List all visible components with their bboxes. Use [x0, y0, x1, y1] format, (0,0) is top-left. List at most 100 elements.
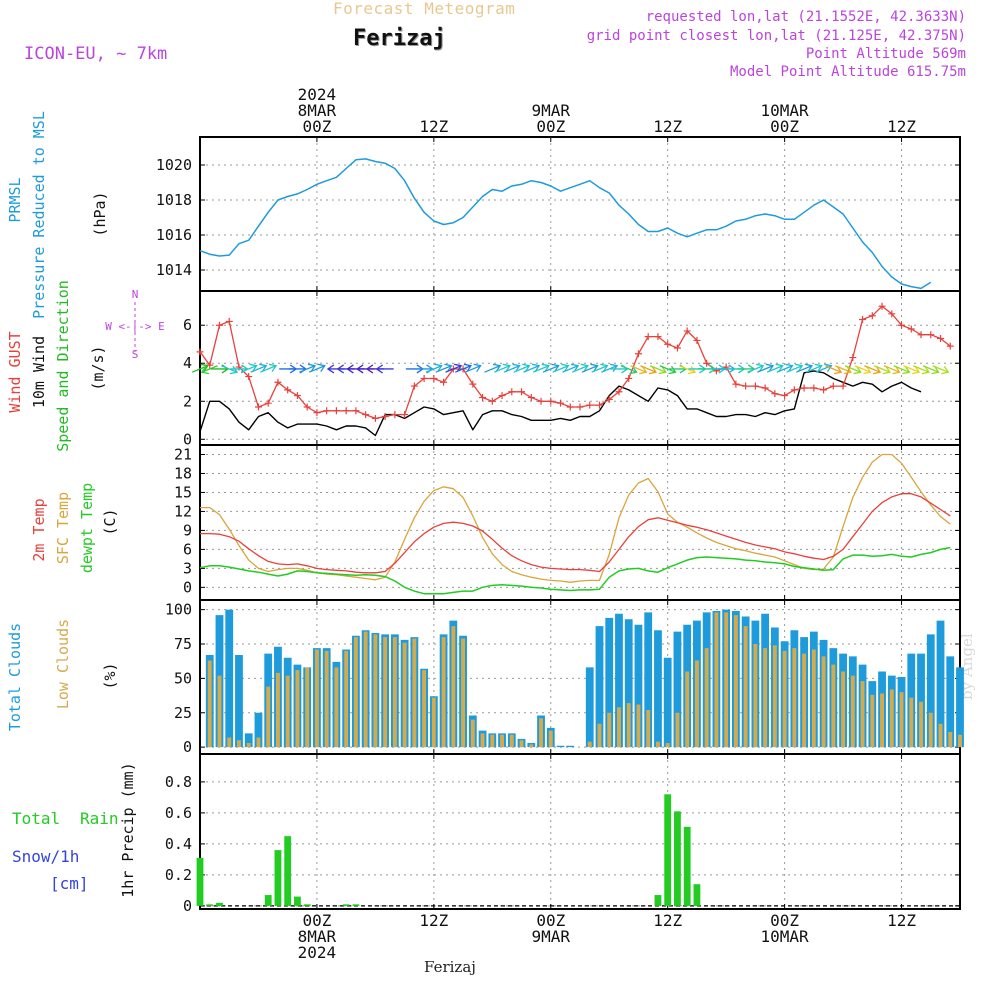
wind-gust-marker [917, 331, 925, 339]
wind-direction-arrow [922, 365, 940, 375]
low-cloud-bar [802, 653, 807, 748]
wind-direction-arrow [523, 363, 541, 373]
wind-direction-arrow [221, 365, 239, 375]
wind-direction-arrow [864, 365, 882, 375]
wind-direction-arrow [484, 363, 502, 373]
low-cloud-bar [617, 707, 621, 748]
low-cloud-bar [685, 671, 690, 748]
bottom-time-label: 12Z [887, 911, 916, 930]
panel-frame-2 [199, 444, 961, 601]
wind-gust-marker [225, 317, 233, 325]
wind-gust-marker [557, 399, 565, 407]
bottom-time-label: 9MAR [532, 927, 571, 946]
wind-gust-marker [401, 411, 409, 419]
low-cloud-bar [607, 712, 612, 748]
low-cloud-bar [334, 667, 339, 748]
low-cloud-bar [889, 689, 894, 748]
top-time-label: 00Z [536, 117, 565, 136]
low-cloud-bar [899, 692, 904, 748]
rain-bar [683, 826, 691, 906]
wind-direction-arrow [308, 363, 326, 373]
wind-gust-marker [332, 407, 340, 415]
wind-gust-marker [693, 336, 701, 344]
low-cloud-bar [441, 637, 446, 748]
y-tick-label: 75 [174, 635, 192, 653]
wind-gust-marker [469, 380, 477, 388]
wind-direction-arrow [649, 365, 667, 375]
top-time-label: 00Z [770, 117, 799, 136]
low-cloud-bar [675, 712, 680, 748]
low-cloud-bar [938, 723, 943, 748]
low-cloud-bar [909, 697, 914, 748]
low-cloud-bar [461, 638, 466, 748]
low-cloud-bar [841, 671, 846, 748]
wind-direction-arrow [299, 363, 317, 373]
y-tick-label: 12 [174, 502, 192, 520]
wind-gust-marker [790, 386, 798, 394]
low-cloud-bar [422, 670, 427, 748]
sfc-temp-label: SFC Temp [54, 492, 72, 564]
low-cloud-bar [305, 667, 310, 748]
wind-gust-marker [371, 414, 379, 422]
wind-gust-marker [703, 359, 711, 367]
y-tick-label: 0.6 [165, 804, 192, 822]
low-cloud-bar [763, 648, 768, 748]
wind-direction-arrow [844, 365, 862, 375]
y-tick-label: 50 [174, 669, 192, 687]
y-tick-label: 15 [174, 483, 192, 501]
y-tick-label: 1016 [156, 226, 192, 244]
total-cloud-bar [595, 626, 604, 748]
low-cloud-bar [539, 718, 543, 748]
precip-snow-label: Snow/1h [12, 847, 79, 866]
dewpoint-line [199, 546, 951, 595]
wind-direction-arrow [552, 363, 570, 373]
low-cloud-bar [207, 660, 212, 748]
clouds-unit-label: (%) [101, 662, 119, 689]
wind-gust-marker [761, 384, 769, 392]
rain-bar [674, 811, 681, 906]
wind-gust-marker [527, 393, 535, 401]
low-cloud-bar [948, 732, 953, 748]
wind-direction-arrow [200, 365, 218, 375]
y-tick-label: 1018 [156, 191, 192, 209]
wind-direction-arrow [562, 363, 580, 373]
temp-2m-line [200, 493, 951, 574]
wind-gust-marker [537, 397, 545, 405]
low-cloud-bar [451, 626, 456, 748]
dewpoint-label: dewpt Temp [78, 483, 96, 573]
location-title: Ferizaj [353, 26, 446, 51]
low-cloud-bar [470, 719, 475, 748]
wind-gust-marker [683, 327, 691, 335]
wind-gust-marker [820, 386, 828, 394]
wind-gust-marker [264, 399, 272, 407]
wind-direction-arrow [679, 365, 697, 375]
y-tick-label: 0.2 [165, 866, 192, 884]
wind-direction-arrow [455, 363, 472, 373]
wind-gust-marker [742, 382, 750, 390]
wind-gust-marker [849, 354, 857, 362]
total-cloud-bar [917, 653, 925, 748]
rain-bar [206, 904, 214, 906]
low-cloud-bar [587, 741, 592, 748]
total-cloud-bar [624, 619, 633, 748]
total-cloud-bar [585, 667, 594, 748]
total-cloud-bar [663, 657, 672, 748]
wind-direction-arrow [210, 364, 230, 374]
low-cloud-bar [246, 743, 251, 748]
total-cloud-bar [926, 634, 935, 748]
wind-direction-arrow [464, 363, 482, 373]
low-cloud-bar [958, 734, 962, 748]
low-cloud-bar [480, 733, 485, 748]
wind-gust-marker [488, 397, 496, 405]
top-time-label: 9MAR [532, 101, 571, 120]
low-cloud-bar [392, 637, 397, 748]
wind-gust-marker [644, 333, 652, 341]
wind-gust-marker [673, 344, 681, 352]
panel-frame-4 [199, 753, 961, 910]
low-cloud-bar [704, 648, 709, 748]
y-tick-label: 0 [183, 430, 192, 448]
wind-direction-arrow [513, 363, 531, 373]
rain-bar [303, 904, 311, 906]
total-cloud-bar [634, 624, 643, 748]
top-time-label: 12Z [653, 117, 682, 136]
